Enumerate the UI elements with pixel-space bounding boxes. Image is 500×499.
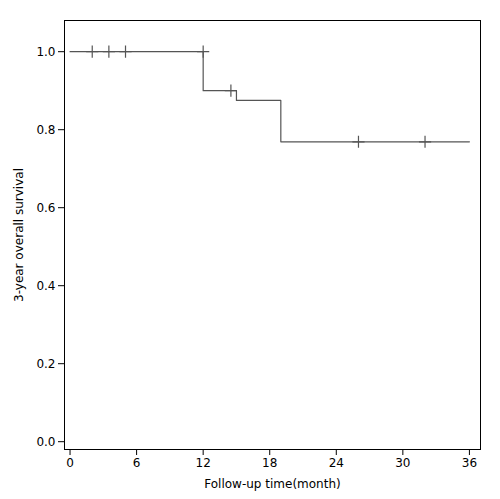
- svg-text:36: 36: [462, 456, 477, 470]
- svg-text:0.6: 0.6: [36, 201, 55, 215]
- svg-text:24: 24: [329, 456, 344, 470]
- svg-text:Follow-up time(month): Follow-up time(month): [204, 477, 340, 491]
- svg-text:0.8: 0.8: [36, 123, 55, 137]
- svg-text:0: 0: [66, 456, 74, 470]
- svg-text:6: 6: [133, 456, 141, 470]
- svg-text:12: 12: [196, 456, 211, 470]
- svg-text:3-year overall survival: 3-year overall survival: [12, 168, 26, 302]
- svg-text:18: 18: [262, 456, 277, 470]
- svg-text:0.4: 0.4: [36, 279, 55, 293]
- svg-text:0.2: 0.2: [36, 357, 55, 371]
- svg-text:0.0: 0.0: [36, 435, 55, 449]
- svg-text:30: 30: [395, 456, 410, 470]
- svg-text:1.0: 1.0: [36, 45, 55, 59]
